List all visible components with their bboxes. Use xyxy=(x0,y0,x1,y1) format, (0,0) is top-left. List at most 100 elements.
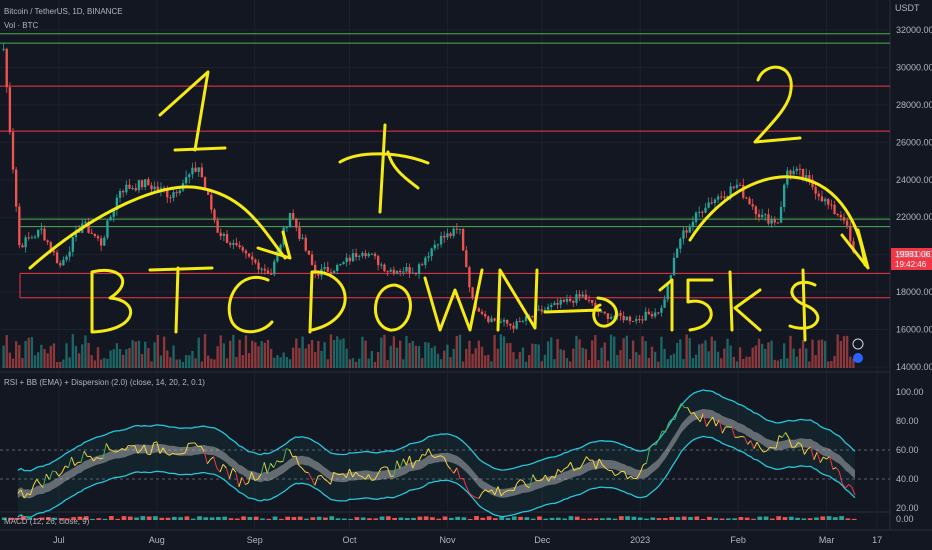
volume-bar xyxy=(181,361,185,368)
candle-body xyxy=(619,312,622,316)
candle-body xyxy=(358,255,361,257)
rsi-line-segment xyxy=(409,455,414,469)
volume-bar xyxy=(188,355,191,368)
candle-body xyxy=(735,184,739,188)
candle-body xyxy=(465,250,468,268)
candle-body xyxy=(524,316,528,321)
candle-body xyxy=(96,236,100,239)
volume-bar xyxy=(122,354,125,368)
candle-body xyxy=(849,225,852,242)
volume-bar xyxy=(191,350,194,368)
rsi-line-segment xyxy=(664,422,670,433)
rsi-line-segment xyxy=(399,458,404,469)
volume-bar xyxy=(827,361,830,368)
candle-body xyxy=(395,270,399,274)
letter-O xyxy=(374,283,412,332)
macd-histogram-bar xyxy=(814,517,819,520)
arc-1-arrow xyxy=(256,230,292,260)
macd-histogram-bar xyxy=(555,517,561,520)
rsi-line-segment xyxy=(162,447,167,454)
volume-bar xyxy=(641,336,644,368)
volume-bar xyxy=(811,339,814,368)
horizontal-levels[interactable] xyxy=(0,33,890,299)
rsi-line-segment xyxy=(228,468,234,479)
candle-body xyxy=(443,235,446,238)
macd-histogram-bar xyxy=(411,517,416,520)
rsi-line-segment xyxy=(576,467,581,470)
rsi-line-segment xyxy=(61,465,66,473)
volume-bar xyxy=(550,337,553,368)
candle-body xyxy=(232,242,235,245)
volume-bar xyxy=(203,334,207,368)
candle-body xyxy=(487,316,490,322)
price-axis[interactable]: 32000.00 30000.00 28000.00 26000.00 24000.00… xyxy=(896,25,932,372)
volume-bar xyxy=(509,342,512,368)
candle-body xyxy=(33,236,37,238)
volume-bar xyxy=(389,345,392,368)
volume-bar xyxy=(518,352,521,368)
candle-body xyxy=(823,199,827,202)
macd-histogram-bar xyxy=(574,516,580,520)
volume-bar xyxy=(348,359,351,368)
rsi-line-segment xyxy=(90,456,95,462)
candle-body xyxy=(295,218,298,228)
volume-bar xyxy=(11,358,15,368)
candle-body xyxy=(30,237,34,239)
candle-body xyxy=(493,318,496,321)
candle-body xyxy=(666,283,669,300)
letter-C xyxy=(227,276,274,334)
rsi-line-segment xyxy=(500,491,505,497)
rsi-line-segment xyxy=(364,474,369,480)
volume-bar xyxy=(556,338,559,368)
candle-body xyxy=(5,48,8,88)
volume-bar xyxy=(40,344,43,368)
volume-bar xyxy=(723,348,726,368)
candle-body xyxy=(701,211,704,213)
candle-body xyxy=(521,320,525,322)
macd-histogram-bar xyxy=(486,516,492,520)
volume-bar xyxy=(398,340,402,368)
candle-body xyxy=(263,268,266,271)
candle-body xyxy=(273,261,276,275)
volume-bar xyxy=(524,361,528,368)
rsi-line-segment xyxy=(747,440,752,445)
candle-body xyxy=(115,197,119,211)
volume-bar xyxy=(694,354,698,368)
candle-body xyxy=(389,269,392,272)
candle-body xyxy=(713,199,717,204)
volume-bar xyxy=(206,355,210,368)
time-axis[interactable]: Jul Aug Sep Oct Nov Dec 2023 Feb Mar 17 xyxy=(53,535,882,545)
rsi-line-segment xyxy=(643,462,647,466)
rsi-line-segment xyxy=(276,460,281,463)
candle-body xyxy=(805,175,808,179)
candle-body xyxy=(298,227,301,239)
volume-bar xyxy=(197,337,200,368)
rsi-line-segment xyxy=(788,437,793,448)
candle-body xyxy=(140,180,144,188)
macd-histogram-bar xyxy=(493,518,498,520)
candle-body xyxy=(455,228,459,230)
rsi-line-segment xyxy=(617,471,622,475)
macd-histogram-bar xyxy=(568,516,574,520)
rsi-line-segment xyxy=(352,471,357,478)
candle-body xyxy=(118,191,122,198)
volume-bar xyxy=(175,359,178,368)
rsi-line-segment xyxy=(48,470,54,480)
rsi-line-segment xyxy=(687,407,692,414)
rsi-line-segment xyxy=(478,492,483,499)
macd-histogram-bar xyxy=(631,516,637,520)
rsi-tick-label: 80.00 xyxy=(896,416,919,426)
candle-body xyxy=(647,311,651,314)
volume-bar xyxy=(282,352,285,368)
time-tick-label: Aug xyxy=(149,535,165,545)
rsi-line-segment xyxy=(159,447,164,454)
volume-bar xyxy=(84,335,87,368)
volume-bar xyxy=(839,341,843,368)
rsi-line-segment xyxy=(206,459,211,464)
flag-icon[interactable] xyxy=(853,353,863,363)
candle-body xyxy=(852,241,855,253)
rsi-line-segment xyxy=(639,464,644,473)
lightning-icon[interactable] xyxy=(852,338,864,350)
macd-histogram-bar xyxy=(159,517,165,520)
